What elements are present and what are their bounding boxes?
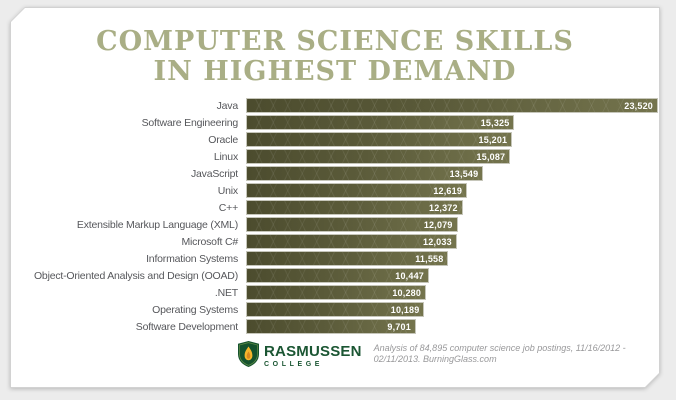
bar-area: 9,701 bbox=[246, 319, 658, 334]
source-note: Analysis of 84,895 computer science job … bbox=[374, 343, 626, 365]
bar: 10,189 bbox=[246, 302, 424, 317]
infographic-card-wrap: COMPUTER SCIENCE SKILLS IN HIGHEST DEMAN… bbox=[10, 7, 660, 388]
bar-row: Software Engineering 15,325 bbox=[20, 115, 659, 130]
bar-row: .NET 10,280 bbox=[20, 285, 659, 300]
bar-value: 12,372 bbox=[428, 202, 458, 213]
bar-area: 15,087 bbox=[246, 149, 658, 164]
card-border: COMPUTER SCIENCE SKILLS IN HIGHEST DEMAN… bbox=[10, 7, 660, 388]
page-title-line1: COMPUTER SCIENCE SKILLS bbox=[96, 26, 574, 57]
rasmussen-college-logo: RASMUSSEN COLLEGE bbox=[238, 341, 362, 368]
bar: 12,033 bbox=[246, 234, 457, 249]
bar-label: Oracle bbox=[208, 133, 238, 146]
bar-value: 10,189 bbox=[390, 304, 420, 315]
bar: 15,201 bbox=[246, 132, 512, 147]
bar: 10,280 bbox=[246, 285, 426, 300]
bar-value: 13,549 bbox=[449, 168, 479, 179]
chart: Java 23,520 Software Engineering 15,325 … bbox=[11, 98, 659, 334]
bar-area: 13,549 bbox=[246, 166, 658, 181]
page-title-line2: IN HIGHEST DEMAND bbox=[153, 56, 517, 87]
bar-value: 10,280 bbox=[392, 287, 422, 298]
bar-label: .NET bbox=[214, 286, 238, 299]
bar-label: Extensible Markup Language (XML) bbox=[76, 218, 238, 231]
bar-label: Microsoft C# bbox=[181, 235, 238, 248]
bar-label: Linux bbox=[213, 150, 238, 163]
bar: 12,079 bbox=[246, 217, 458, 232]
bar: 12,619 bbox=[246, 183, 467, 198]
bar-value: 15,325 bbox=[480, 117, 510, 128]
bar-value: 15,087 bbox=[476, 151, 506, 162]
bar-area: 10,280 bbox=[246, 285, 658, 300]
bar-label: Unix bbox=[217, 184, 238, 197]
bar-row: Java 23,520 bbox=[20, 98, 659, 113]
bar-row: Information Systems 11,558 bbox=[20, 251, 659, 266]
bar-label: JavaScript bbox=[190, 167, 238, 180]
bar-value: 10,447 bbox=[395, 270, 424, 281]
bar: 12,372 bbox=[246, 200, 463, 215]
page-title: COMPUTER SCIENCE SKILLS IN HIGHEST DEMAN… bbox=[11, 8, 659, 87]
bar-row: Operating Systems 10,189 bbox=[20, 302, 659, 317]
bar-row: Software Development 9,701 bbox=[20, 319, 659, 334]
source-note-line1: Analysis of 84,895 computer science job … bbox=[373, 343, 626, 353]
bar-area: 23,520 bbox=[246, 98, 658, 113]
bar-value: 12,033 bbox=[423, 236, 452, 247]
bar: 11,558 bbox=[246, 251, 448, 266]
bar: 9,701 bbox=[246, 319, 416, 334]
bar: 23,520 bbox=[246, 98, 658, 113]
bar: 13,549 bbox=[246, 166, 483, 181]
footer: RASMUSSEN COLLEGE Analysis of 84,895 com… bbox=[238, 341, 659, 368]
infographic-card: COMPUTER SCIENCE SKILLS IN HIGHEST DEMAN… bbox=[11, 8, 659, 387]
bar-area: 12,619 bbox=[246, 183, 658, 198]
bar-label: Object-Oriented Analysis and Design (OOA… bbox=[33, 269, 238, 282]
logo-name: RASMUSSEN bbox=[264, 343, 362, 360]
bar-row: Linux 15,087 bbox=[20, 149, 659, 164]
bar-value: 23,520 bbox=[624, 100, 653, 111]
bar-area: 15,325 bbox=[246, 115, 658, 130]
bar-label: Java bbox=[216, 99, 238, 112]
bar-value: 11,558 bbox=[415, 253, 444, 264]
bar-value: 12,619 bbox=[433, 185, 463, 196]
shield-flame-icon bbox=[238, 341, 259, 367]
bar-area: 12,079 bbox=[246, 217, 658, 232]
bar-row: Microsoft C# 12,033 bbox=[20, 234, 659, 249]
bar-area: 10,189 bbox=[246, 302, 658, 317]
bar-label: Software Development bbox=[135, 320, 238, 333]
source-note-line2: 02/11/2013. BurningGlass.com bbox=[373, 354, 497, 364]
bar-value: 9,701 bbox=[387, 321, 411, 332]
bar-row: C++ 12,372 bbox=[20, 200, 659, 215]
bar: 15,087 bbox=[246, 149, 510, 164]
logo-text: RASMUSSEN COLLEGE bbox=[264, 341, 362, 368]
bar-area: 12,372 bbox=[246, 200, 658, 215]
bar-area: 15,201 bbox=[246, 132, 658, 147]
bar-row: Extensible Markup Language (XML) 12,079 bbox=[20, 217, 659, 232]
bar: 15,325 bbox=[246, 115, 514, 130]
bar-row: JavaScript 13,549 bbox=[20, 166, 659, 181]
bar-value: 12,079 bbox=[423, 219, 453, 230]
bar-row: Oracle 15,201 bbox=[20, 132, 659, 147]
bar-label: C++ bbox=[218, 201, 238, 214]
bar-row: Object-Oriented Analysis and Design (OOA… bbox=[20, 268, 659, 283]
bar-area: 12,033 bbox=[246, 234, 658, 249]
bar-area: 11,558 bbox=[246, 251, 658, 266]
bar: 10,447 bbox=[246, 268, 429, 283]
bar-area: 10,447 bbox=[246, 268, 658, 283]
bar-label: Operating Systems bbox=[152, 303, 238, 316]
logo-sub: COLLEGE bbox=[264, 361, 324, 368]
bar-label: Software Engineering bbox=[141, 116, 238, 129]
bar-row: Unix 12,619 bbox=[20, 183, 659, 198]
bar-label: Information Systems bbox=[146, 252, 238, 265]
bar-value: 15,201 bbox=[478, 134, 508, 145]
